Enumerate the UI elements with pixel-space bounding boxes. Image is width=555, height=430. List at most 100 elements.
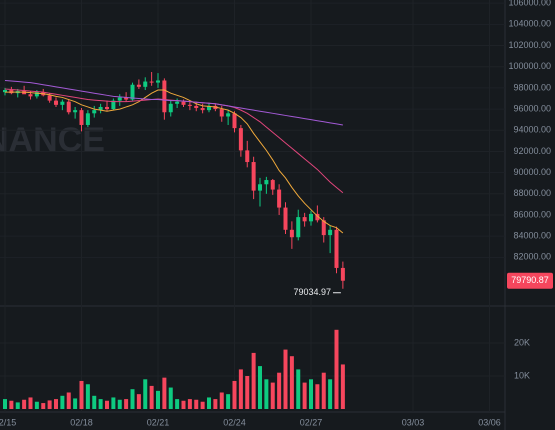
volume-bar bbox=[15, 402, 20, 409]
volume-bar bbox=[264, 379, 269, 409]
candle-body bbox=[92, 110, 97, 114]
candle-body bbox=[28, 94, 33, 97]
volume-bar bbox=[34, 401, 39, 409]
candle-body bbox=[264, 180, 269, 185]
last-price-tag bbox=[507, 272, 553, 289]
candle-body bbox=[79, 110, 84, 125]
volume-bar bbox=[207, 397, 211, 409]
volume-bar bbox=[105, 400, 109, 409]
candle-body bbox=[175, 101, 180, 104]
volume-bar bbox=[156, 390, 160, 409]
candle-body bbox=[124, 97, 129, 100]
candle-body bbox=[9, 90, 14, 94]
volume-bar bbox=[28, 397, 33, 409]
volume-bar bbox=[79, 380, 84, 409]
x-tick-label: 02/21 bbox=[147, 417, 170, 427]
volume-bar bbox=[226, 394, 231, 409]
volume-bar bbox=[41, 403, 46, 409]
volume-bar bbox=[85, 384, 90, 409]
candle-body bbox=[130, 84, 135, 100]
volume-bar bbox=[277, 372, 282, 409]
volume-bar bbox=[334, 329, 339, 409]
volume-bar bbox=[136, 394, 141, 409]
volume-bar bbox=[181, 400, 186, 409]
candle-body bbox=[181, 101, 186, 105]
y-tick-label: 84000.00 bbox=[513, 231, 551, 241]
candle-body bbox=[194, 105, 199, 109]
candle-body bbox=[117, 97, 122, 101]
candle-body bbox=[251, 162, 256, 191]
volume-bar bbox=[302, 382, 307, 409]
candle-body bbox=[226, 113, 231, 117]
candle-body bbox=[277, 189, 282, 208]
volume-bar bbox=[232, 380, 237, 409]
volume-bar bbox=[22, 399, 27, 409]
volume-bar bbox=[245, 376, 250, 409]
volume-bar bbox=[73, 398, 78, 409]
volume-bar bbox=[98, 399, 103, 409]
volume-bar bbox=[187, 399, 192, 409]
y-tick-label: 82000.00 bbox=[513, 252, 551, 262]
candle-body bbox=[187, 104, 192, 106]
volume-bar bbox=[162, 377, 167, 409]
candle-body bbox=[162, 80, 167, 113]
ma-line bbox=[4, 79, 343, 126]
volume-bar bbox=[66, 392, 71, 409]
volume-bar bbox=[47, 400, 52, 409]
candle-body bbox=[156, 80, 160, 83]
y-tick-label: 86000.00 bbox=[513, 209, 551, 219]
candle-body bbox=[73, 110, 78, 113]
ma-line bbox=[5, 89, 344, 234]
candle-body bbox=[168, 103, 173, 113]
candle-body bbox=[3, 90, 7, 93]
volume-bar bbox=[124, 399, 129, 409]
volume-bar bbox=[9, 400, 14, 409]
volume-bar bbox=[340, 364, 345, 409]
candle-body bbox=[22, 91, 27, 95]
volume-bar bbox=[54, 399, 58, 409]
candle-body bbox=[328, 229, 333, 236]
y-tick-label: 88000.00 bbox=[513, 188, 551, 198]
watermark: BINANCE bbox=[0, 121, 105, 159]
candle-body bbox=[213, 105, 218, 110]
candle-body bbox=[321, 220, 326, 236]
candle-body bbox=[54, 100, 58, 105]
y-tick-label: 100000.00 bbox=[508, 61, 551, 71]
volume-bar bbox=[213, 399, 218, 409]
candle-body bbox=[136, 84, 141, 87]
y-tick-label: 96000.00 bbox=[513, 103, 551, 113]
candle-body bbox=[315, 213, 320, 221]
candle-body bbox=[200, 108, 205, 111]
candle-body bbox=[85, 113, 90, 125]
candle-body bbox=[219, 109, 224, 117]
volume-bar bbox=[270, 382, 275, 409]
candle-body bbox=[105, 106, 109, 110]
volume-bar bbox=[111, 397, 116, 409]
candle-body bbox=[334, 229, 339, 268]
candle-body bbox=[149, 81, 154, 83]
y-tick-label: 104000.00 bbox=[508, 19, 551, 29]
volume-bar bbox=[258, 366, 262, 409]
y-tick-label: 98000.00 bbox=[513, 82, 551, 92]
x-tick-label: 02/15 bbox=[0, 417, 16, 427]
candle-body bbox=[309, 213, 313, 222]
candle-body bbox=[111, 100, 116, 110]
candle-body bbox=[296, 217, 301, 238]
x-tick-label: 03/03 bbox=[402, 417, 425, 427]
volume-bar bbox=[175, 399, 180, 409]
volume-bar bbox=[283, 349, 288, 409]
candle-body bbox=[302, 217, 307, 222]
candle-body bbox=[283, 207, 288, 230]
y-tick-label: 94000.00 bbox=[513, 125, 551, 135]
volume-bar bbox=[328, 379, 333, 409]
volume-bar bbox=[315, 384, 320, 409]
candle-body bbox=[270, 180, 275, 190]
candle-body bbox=[340, 267, 345, 281]
candle-body bbox=[207, 105, 211, 111]
x-tick-label: 02/18 bbox=[70, 417, 93, 427]
candle-body bbox=[238, 128, 243, 151]
y-tick-label: 90000.00 bbox=[513, 167, 551, 177]
candle-body bbox=[34, 92, 39, 97]
candle-body bbox=[60, 101, 65, 105]
volume-bar bbox=[168, 387, 173, 409]
